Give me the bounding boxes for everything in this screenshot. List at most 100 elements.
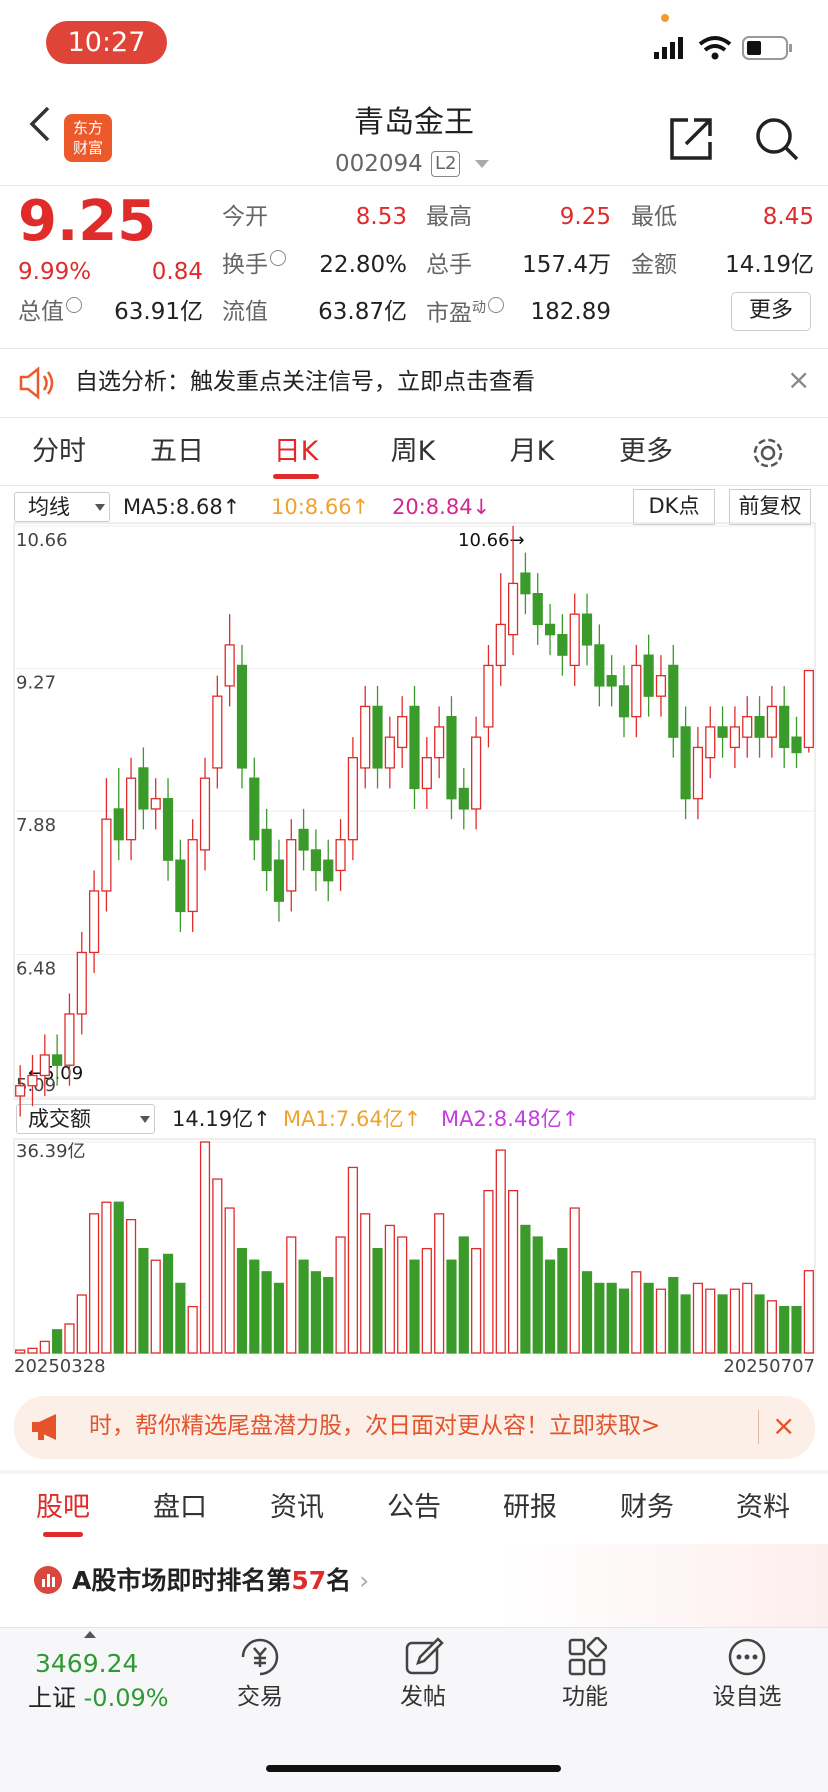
period-tab[interactable]: 更多 <box>619 436 673 467</box>
watchlist-icon[interactable] <box>727 1637 767 1677</box>
settings-button[interactable] <box>751 436 785 470</box>
info-tab[interactable]: 资料 <box>736 1492 790 1523</box>
field-label: 最高 <box>426 204 472 230</box>
ad-text[interactable]: 时，帮你精选尾盘潜力股，次日面对更从容！立即获取> <box>89 1413 661 1439</box>
period-tab[interactable]: 周K <box>390 436 436 467</box>
candle-body <box>138 767 149 810</box>
candle-body <box>224 644 235 687</box>
period-tab[interactable]: 日K <box>273 436 319 467</box>
candle-body <box>298 828 309 851</box>
volume-bar <box>310 1271 322 1354</box>
expand-arrow[interactable] <box>83 1630 97 1639</box>
volume-bar <box>766 1300 777 1354</box>
candle-body <box>520 572 531 595</box>
info-tab[interactable]: 财务 <box>620 1492 674 1523</box>
volume-bar <box>162 1253 174 1354</box>
volume-bar <box>335 1236 346 1354</box>
notice-icon <box>19 366 54 400</box>
period-tab[interactable]: 月K <box>509 436 555 467</box>
rank-number: 57 <box>291 1566 327 1595</box>
volume-bar <box>742 1282 753 1354</box>
volume-bar <box>705 1288 716 1354</box>
candle-body <box>360 705 371 769</box>
candle-body <box>742 716 753 738</box>
volume-bar <box>187 1305 198 1354</box>
volume-bar <box>471 1247 482 1354</box>
ma-legend-item: 10:8.66↑ <box>271 495 370 519</box>
app-logo <box>64 114 112 162</box>
dropdown-arrow <box>140 1116 150 1123</box>
volume-bar <box>569 1207 580 1354</box>
candle-body <box>668 664 679 738</box>
info-tab[interactable]: 资讯 <box>270 1492 324 1523</box>
period-tab[interactable]: 分时 <box>32 436 86 467</box>
volume-frame <box>13 1138 816 1354</box>
candle-body <box>113 808 124 841</box>
info-icon[interactable] <box>488 297 504 313</box>
info-icon[interactable] <box>66 297 82 313</box>
candle-body <box>483 664 494 728</box>
candle-body <box>471 736 482 810</box>
search-button[interactable] <box>754 116 800 162</box>
volume-selector[interactable] <box>16 1104 155 1134</box>
volume-bar <box>581 1271 593 1354</box>
share-button[interactable] <box>668 116 716 162</box>
volume-bar <box>434 1213 445 1354</box>
adjust-button[interactable]: 前复权 <box>729 489 811 525</box>
y-tick-label: 6.48 <box>16 959 56 980</box>
volume-bar <box>64 1323 75 1354</box>
change: 0.84 <box>151 259 203 285</box>
candle-body <box>791 736 802 754</box>
rank-row[interactable] <box>0 1544 828 1627</box>
index-value[interactable]: 3469.24 <box>35 1649 139 1678</box>
candle-body <box>212 695 223 769</box>
volume-bar <box>446 1259 457 1354</box>
ad-close[interactable]: × <box>772 1409 796 1442</box>
ma-selector[interactable] <box>14 492 110 522</box>
function-icon[interactable] <box>567 1637 607 1677</box>
time-pill <box>46 21 167 64</box>
code-dropdown[interactable] <box>474 158 490 170</box>
candle-body <box>15 1085 26 1097</box>
label-text: 市盈 <box>426 300 472 327</box>
volume-bar <box>458 1236 469 1354</box>
back-button[interactable] <box>26 104 56 144</box>
footer-action[interactable]: 交易 <box>237 1684 283 1710</box>
footer-action[interactable]: 设自选 <box>712 1684 782 1710</box>
notice-close[interactable]: × <box>787 363 811 396</box>
candle-body <box>729 726 740 749</box>
info-icon[interactable] <box>270 250 286 266</box>
level-badge: L2 <box>431 151 461 177</box>
status-icons <box>654 36 792 60</box>
divider <box>0 417 828 418</box>
period-tab[interactable]: 五日 <box>150 436 204 467</box>
volume-bar <box>680 1294 691 1354</box>
y-tick-label: 5.09 <box>16 1075 56 1096</box>
notice-text[interactable]: 自选分析：触发重点关注信号，立即点击查看 <box>75 369 535 395</box>
volume-bar <box>532 1236 543 1354</box>
volume-bar <box>286 1236 297 1354</box>
price: 9.25 <box>18 189 157 254</box>
volume-bar <box>347 1166 358 1354</box>
field-value: 14.19亿 <box>725 252 814 278</box>
candle-body <box>199 777 211 851</box>
footer-action[interactable]: 发帖 <box>400 1684 446 1710</box>
ad-banner[interactable] <box>14 1396 815 1459</box>
candle-body <box>310 849 322 872</box>
info-tab[interactable]: 公告 <box>387 1492 441 1523</box>
candle-body <box>779 705 790 749</box>
field-label: 流值 <box>222 299 268 325</box>
info-tab[interactable]: 研报 <box>503 1492 557 1523</box>
info-tab[interactable]: 盘口 <box>153 1492 207 1523</box>
volume-bar <box>212 1178 223 1354</box>
footer-action[interactable]: 功能 <box>562 1684 608 1710</box>
volume-bar <box>15 1349 26 1354</box>
y-tick-label: 7.88 <box>16 815 56 836</box>
dk-button[interactable]: DK点 <box>633 489 715 525</box>
post-icon[interactable] <box>404 1637 444 1677</box>
trade-icon[interactable] <box>235 1637 285 1677</box>
candle-body <box>643 654 654 697</box>
volume-bar <box>507 1189 519 1354</box>
more-button[interactable]: 更多 <box>731 292 811 331</box>
info-tab[interactable]: 股吧 <box>36 1492 90 1523</box>
